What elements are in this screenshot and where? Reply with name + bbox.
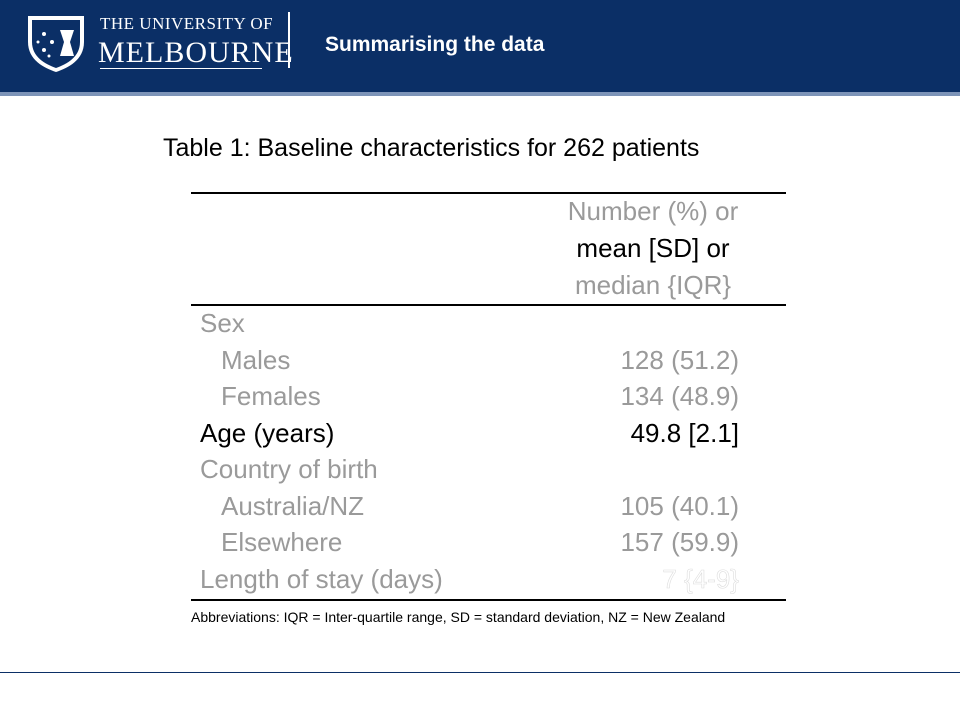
table-rule	[191, 192, 786, 194]
column-header: median {IQR}	[574, 270, 732, 300]
row-label: Males	[221, 344, 291, 375]
row-value: 49.8 [2.1]	[630, 417, 739, 448]
row-value: 128 (51.2)	[620, 344, 739, 375]
row-label: Length of stay (days)	[200, 563, 443, 594]
slide-title: Summarising the data	[325, 33, 545, 56]
column-header: mean [SD] or	[576, 233, 730, 263]
footer-line	[0, 672, 960, 673]
footnote: Abbreviations: IQR = Inter-quartile rang…	[191, 609, 726, 625]
column-header: Number (%) or	[567, 196, 739, 226]
crest	[28, 16, 84, 72]
row-label: Females	[221, 381, 321, 411]
table-title: Table 1: Baseline characteristics for 26…	[163, 134, 700, 162]
row-value: 134 (48.9)	[620, 381, 739, 411]
row-value: 105 (40.1)	[620, 490, 739, 521]
divider	[100, 68, 262, 69]
row-label: Age (years)	[200, 417, 335, 448]
row-label: Country of birth	[200, 454, 378, 484]
table-rule	[191, 599, 786, 601]
row-label: Australia/NZ	[221, 490, 365, 521]
row-label: Sex	[200, 308, 245, 338]
university-name: THE UNIVERSITY OF	[100, 14, 274, 33]
row-value: 7 {4-9}	[662, 563, 739, 594]
row-label: Elsewhere	[221, 527, 343, 557]
header-line	[0, 92, 960, 96]
row-value: 157 (59.9)	[620, 527, 739, 557]
header-bar	[0, 0, 960, 92]
table-rule	[191, 304, 786, 306]
university-name: MELBOURNE	[98, 36, 294, 69]
divider	[288, 12, 290, 68]
